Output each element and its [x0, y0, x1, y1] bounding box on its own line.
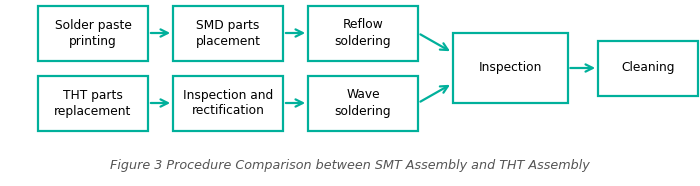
- Text: Inspection and
rectification: Inspection and rectification: [183, 89, 273, 118]
- FancyBboxPatch shape: [173, 6, 283, 60]
- FancyBboxPatch shape: [38, 76, 148, 131]
- FancyBboxPatch shape: [452, 33, 568, 103]
- FancyBboxPatch shape: [598, 41, 698, 95]
- Text: Wave
soldering: Wave soldering: [335, 89, 391, 118]
- Text: SMD parts
placement: SMD parts placement: [195, 18, 260, 47]
- Text: Reflow
soldering: Reflow soldering: [335, 18, 391, 47]
- FancyBboxPatch shape: [173, 76, 283, 131]
- Text: Figure 3 Procedure Comparison between SMT Assembly and THT Assembly: Figure 3 Procedure Comparison between SM…: [110, 158, 590, 171]
- FancyBboxPatch shape: [38, 6, 148, 60]
- Text: Solder paste
printing: Solder paste printing: [55, 18, 132, 47]
- Text: Inspection: Inspection: [478, 62, 542, 75]
- Text: THT parts
replacement: THT parts replacement: [55, 89, 132, 118]
- Text: Cleaning: Cleaning: [622, 62, 675, 75]
- FancyBboxPatch shape: [308, 6, 418, 60]
- FancyBboxPatch shape: [308, 76, 418, 131]
